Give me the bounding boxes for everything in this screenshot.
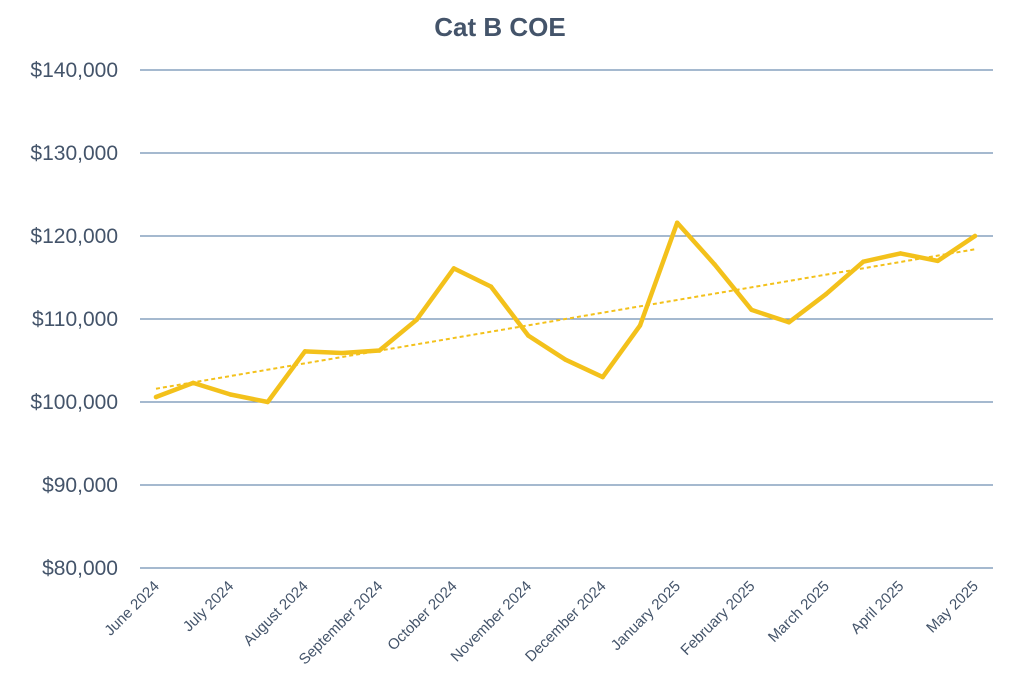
y-tick-label: $110,000: [32, 308, 118, 331]
data-point: [191, 380, 196, 386]
y-tick-label: $130,000: [30, 142, 118, 165]
data-point: [823, 291, 829, 297]
data-point: [935, 258, 940, 264]
data-point: [488, 284, 494, 289]
data-point: [302, 349, 308, 354]
data-point: [749, 307, 754, 313]
series-group: [153, 220, 978, 405]
x-tick-label: July 2024: [180, 578, 237, 635]
data-point: [637, 323, 643, 328]
x-tick-label: January 2025: [608, 578, 684, 654]
y-tick-label: $120,000: [30, 225, 118, 248]
data-point: [339, 350, 345, 356]
y-axis-ticks: $80,000 $90,000 $100,000 $110,000 $120,000 $1…: [30, 59, 118, 580]
data-point: [265, 399, 270, 405]
x-tick-label: October 2024: [384, 578, 460, 654]
x-tick-label: February 2025: [677, 578, 758, 659]
y-tick-label: $80,000: [42, 557, 118, 580]
x-tick-label: December 2024: [522, 578, 609, 665]
data-point: [563, 357, 568, 362]
trendline-group: [155, 248, 976, 390]
x-tick-label: March 2025: [765, 578, 833, 646]
data-point: [898, 251, 903, 256]
y-tick-label: $90,000: [42, 474, 118, 497]
x-tick-label: June 2024: [101, 578, 163, 640]
series-line: [153, 220, 978, 405]
data-point: [712, 262, 717, 267]
trendline: [155, 248, 976, 390]
x-tick-label: August 2024: [240, 578, 312, 650]
data-point: [153, 394, 159, 400]
data-point: [786, 320, 792, 325]
data-point: [228, 392, 233, 397]
data-point: [414, 317, 419, 323]
data-point: [451, 266, 457, 271]
data-point: [600, 374, 605, 380]
y-tick-label: $100,000: [30, 391, 118, 414]
y-tick-label: $140,000: [30, 59, 118, 82]
x-tick-label: May 2025: [923, 578, 982, 637]
x-tick-label: April 2025: [848, 578, 908, 638]
data-point: [526, 333, 531, 338]
data-point: [674, 220, 680, 225]
gridlines: [140, 69, 993, 569]
chart-title: Cat B COE: [434, 12, 565, 42]
data-point: [972, 233, 978, 239]
data-point: [377, 348, 382, 353]
data-point: [861, 259, 866, 264]
